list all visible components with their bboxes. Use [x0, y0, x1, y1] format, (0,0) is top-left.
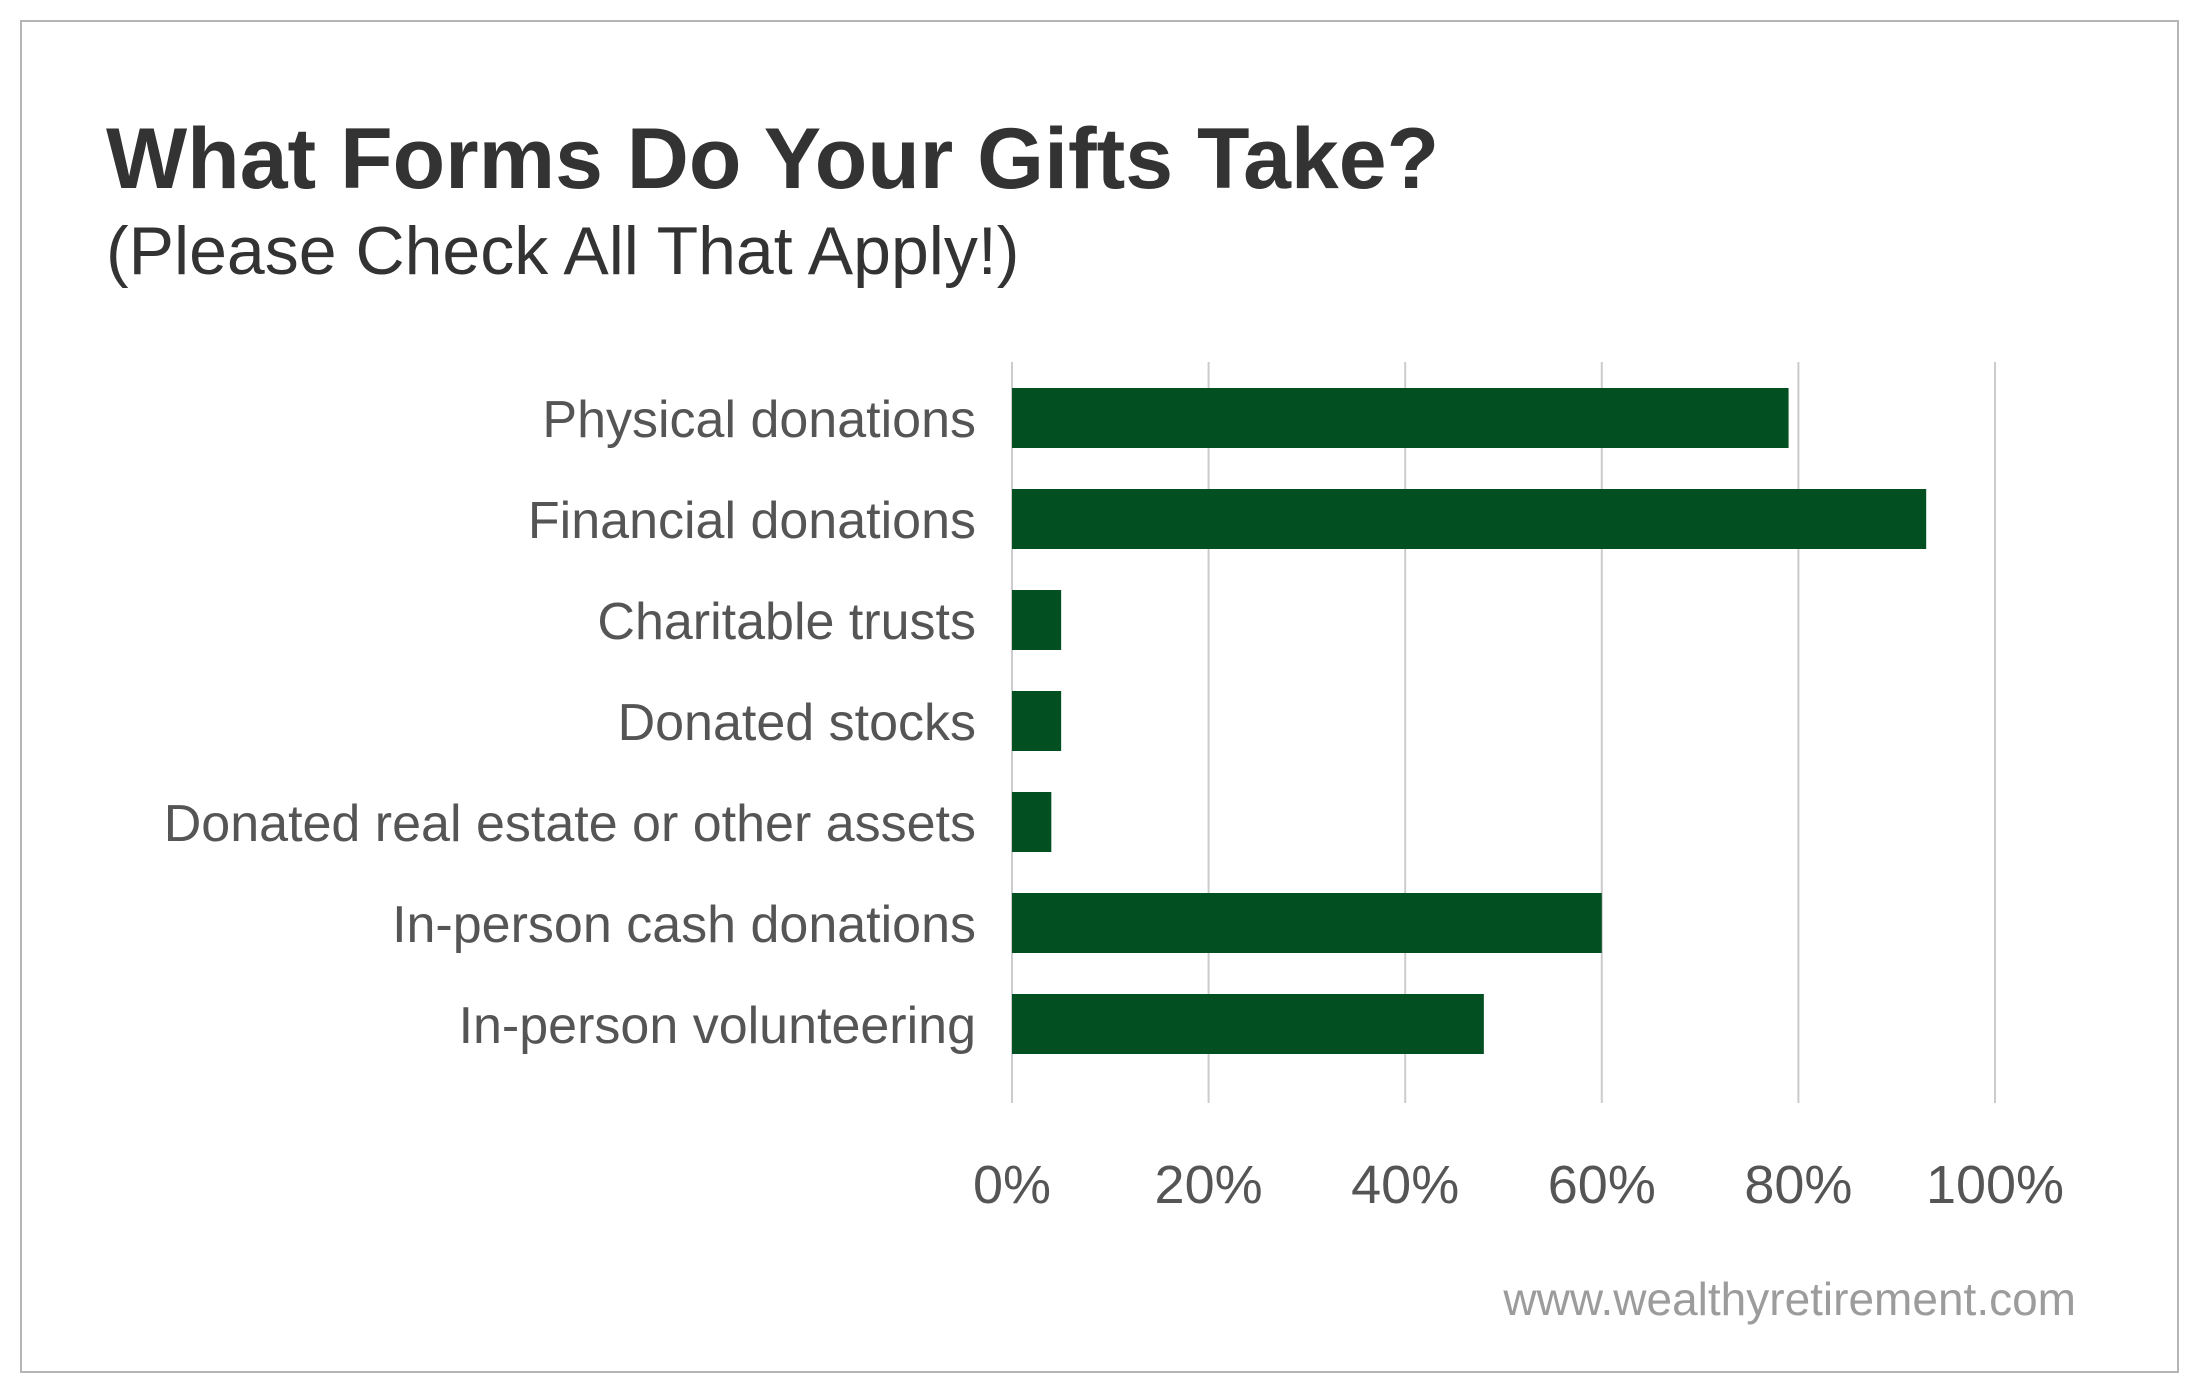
bar: [1012, 691, 1062, 751]
bar: [1012, 489, 1927, 549]
category-label: Donated stocks: [618, 694, 976, 752]
bar: [1012, 893, 1602, 953]
bar: [1012, 994, 1484, 1054]
x-tick-label: 20%: [1155, 1155, 1263, 1215]
category-label: In-person cash donations: [392, 896, 976, 954]
x-tick-label: 100%: [1926, 1155, 2064, 1215]
category-label: Donated real estate or other assets: [164, 795, 976, 853]
category-label: Physical donations: [542, 391, 976, 449]
bar: [1012, 792, 1052, 852]
x-tick-label: 0%: [973, 1155, 1051, 1215]
chart-frame: [20, 20, 2179, 1373]
bar: [1012, 388, 1789, 448]
x-tick-label: 60%: [1548, 1155, 1656, 1215]
category-label: Charitable trusts: [597, 593, 976, 651]
category-label-layer: Physical donations Financial donations Cha…: [164, 391, 976, 1055]
bar-layer: [1012, 388, 1927, 1054]
category-label: In-person volunteering: [459, 997, 976, 1055]
x-tick-label: 80%: [1744, 1155, 1852, 1215]
x-tick-label: 40%: [1351, 1155, 1459, 1215]
chart-subtitle: (Please Check All That Apply!): [106, 213, 1020, 289]
bar: [1012, 590, 1062, 650]
chart-title: What Forms Do Your Gifts Take?: [106, 111, 1440, 207]
grid-layer: [1011, 362, 1996, 1103]
source-url: www.wealthyretirement.com: [1503, 1273, 2076, 1325]
x-tick-label-layer: 0% 20% 40% 60% 80% 100%: [973, 1155, 2064, 1215]
category-label: Financial donations: [528, 492, 976, 550]
